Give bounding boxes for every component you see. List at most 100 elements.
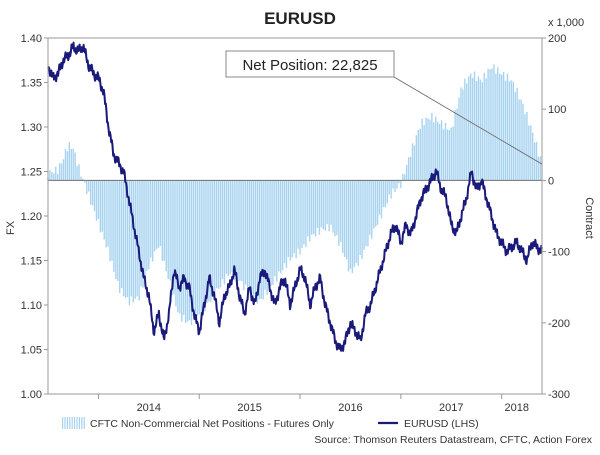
net-position-bar-167 [371, 180, 373, 239]
net-position-bar-8 [62, 159, 65, 181]
net-position-bar-137 [312, 180, 315, 235]
net-position-bar-23 [91, 180, 94, 206]
net-position-bar-218 [469, 73, 472, 181]
net-position-bar-51 [146, 180, 148, 271]
net-position-bar-144 [326, 180, 328, 224]
left-tick-label-3: 1.15 [21, 256, 42, 268]
net-position-bar-88 [217, 180, 220, 289]
net-position-bar-228 [489, 69, 491, 181]
net-position-bar-133 [305, 180, 307, 247]
net-position-bar-143 [324, 180, 326, 231]
net-position-bar-63 [169, 180, 171, 281]
net-position-bar-148 [334, 180, 336, 237]
net-position-bar-215 [464, 78, 466, 181]
net-position-bar-21 [88, 180, 90, 192]
net-position-bar-65 [173, 180, 175, 295]
net-position-bar-214 [462, 89, 464, 181]
net-position-bar-249 [530, 125, 532, 181]
net-position-bar-208 [450, 127, 452, 181]
net-position-bar-25 [95, 180, 98, 221]
net-position-bar-174 [384, 180, 387, 208]
net-position-bar-118 [276, 180, 278, 282]
net-position-bar-212 [458, 97, 460, 181]
net-position-bar-205 [444, 122, 447, 181]
net-position-bar-9 [64, 149, 67, 181]
net-position-bar-101 [243, 180, 245, 291]
net-position-bar-157 [351, 180, 354, 274]
net-position-bar-210 [454, 110, 456, 181]
net-position-bar-27 [99, 180, 102, 233]
left-axis-ticks: 1.00 1.05 1.10 1.15 1.20 1.25 1.30 1.35 1.40 [21, 33, 48, 401]
annotation-leader-line [393, 76, 543, 165]
net-position-bar-213 [460, 87, 462, 181]
net-position-bar-204 [442, 129, 445, 181]
net-position-bar-211 [456, 108, 458, 181]
net-position-bar-16 [78, 164, 80, 181]
net-position-bar-162 [361, 180, 363, 259]
legend-bar-stripe-4 [71, 417, 73, 429]
net-position-bar-68 [179, 180, 181, 314]
net-position-bar-241 [514, 92, 516, 181]
net-position-bar-124 [287, 180, 290, 258]
legend-bars-label: CFTC Non-Commercial Net Positions - Futu… [90, 418, 335, 430]
net-position-bar-221 [475, 80, 478, 181]
net-position-bar-37 [119, 180, 121, 294]
net-position-bar-156 [349, 180, 352, 269]
net-position-bar-202 [438, 123, 441, 181]
right-tick-label-5: 200 [548, 33, 566, 45]
legend-bar-stripe-6 [76, 417, 78, 429]
net-position-bar-126 [291, 180, 293, 258]
net-position-bar-198 [431, 112, 433, 181]
legend-bar-swatch [62, 417, 85, 429]
net-position-bar-244 [520, 99, 522, 181]
net-position-bar-146 [330, 180, 332, 225]
net-position-bar-166 [369, 180, 371, 235]
x-tick-label-4: 2018 [505, 402, 529, 414]
net-position-bar-34 [113, 180, 115, 272]
net-position-bar-55 [153, 180, 156, 252]
net-position-bar-231 [495, 73, 497, 181]
legend-bar-stripe-5 [74, 417, 76, 429]
net-position-bar-145 [328, 180, 330, 232]
net-position-bar-104 [248, 180, 251, 294]
left-tick-label-2: 1.10 [21, 300, 42, 312]
net-position-bar-197 [429, 119, 431, 181]
net-position-bar-7 [60, 163, 63, 181]
x-tick-label-0: 2014 [137, 402, 161, 414]
net-position-bar-130 [299, 180, 301, 255]
net-position-bar-125 [289, 180, 292, 261]
net-position-bar-247 [526, 112, 528, 181]
legend-bar-stripe-7 [78, 417, 80, 429]
net-position-bar-168 [373, 180, 375, 229]
net-position-bar-239 [510, 80, 513, 181]
net-position-bar-56 [155, 180, 158, 250]
net-position-bar-254 [539, 156, 542, 181]
net-position-bar-98 [237, 180, 239, 282]
net-position-bar-172 [380, 180, 383, 219]
x-tick-label-3: 2017 [439, 402, 463, 414]
net-position-bar-26 [97, 180, 100, 219]
net-position-bar-48 [140, 180, 142, 287]
net-position-bar-217 [468, 76, 470, 181]
net-position-bar-250 [531, 132, 534, 181]
net-position-bar-242 [516, 88, 518, 181]
net-position-bar-194 [423, 125, 425, 181]
net-position-bar-201 [436, 121, 439, 181]
net-position-bar-109 [258, 180, 261, 300]
net-position-bar-70 [183, 180, 185, 315]
right-tick-label-2: -100 [548, 247, 570, 259]
net-position-bar-76 [194, 180, 197, 322]
net-position-bar-180 [396, 180, 398, 189]
net-position-bar-45 [134, 180, 136, 299]
net-position-bar-92 [225, 180, 228, 274]
net-position-bar-14 [74, 152, 76, 181]
net-position-bar-110 [260, 180, 262, 299]
net-position-bar-123 [285, 180, 288, 268]
net-position-bar-232 [497, 67, 499, 181]
net-position-bar-235 [502, 71, 505, 181]
net-position-bar-79 [200, 180, 202, 317]
x-axis-ticks: 2014 2015 2016 2017 2018 [97, 394, 529, 414]
net-position-bar-72 [186, 180, 189, 322]
net-position-bar-223 [479, 79, 482, 181]
legend-bar-stripe-9 [83, 417, 85, 429]
